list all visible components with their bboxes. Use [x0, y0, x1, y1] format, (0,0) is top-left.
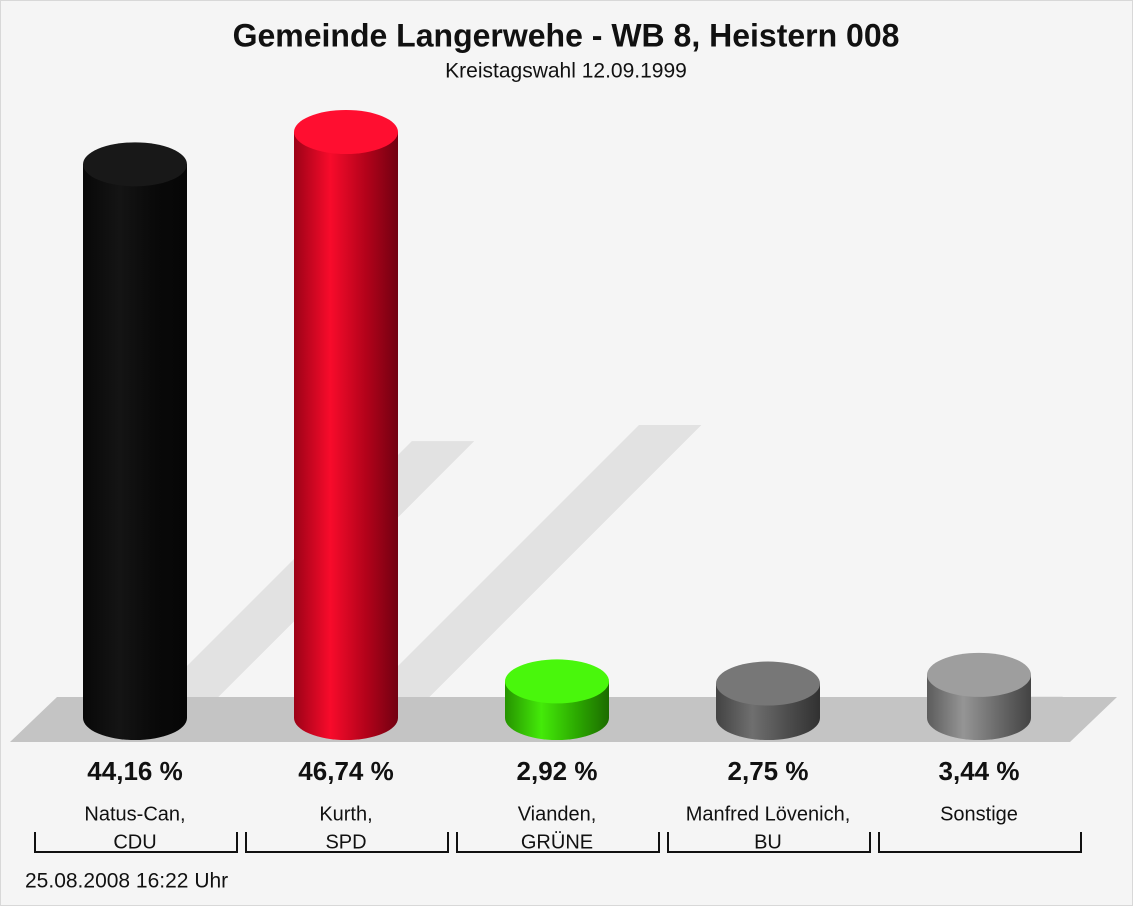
- category-label: BU: [754, 831, 782, 853]
- category-label: CDU: [113, 831, 156, 853]
- bar-shadow: [346, 425, 702, 718]
- bar: [83, 164, 187, 718]
- chart-subtitle: Kreistagswahl 12.09.1999: [445, 60, 687, 83]
- value-label: 46,74 %: [298, 756, 393, 786]
- bar-cap: [716, 661, 820, 706]
- category-label: Vianden,: [518, 803, 597, 825]
- category-bracket: [34, 832, 238, 853]
- value-label: 2,75 %: [728, 756, 809, 786]
- chart-title: Gemeinde Langerwehe - WB 8, Heistern 008: [233, 17, 900, 53]
- bar-cap: [505, 659, 609, 704]
- category-bracket: [456, 832, 660, 853]
- category-label: GRÜNE: [521, 831, 593, 853]
- value-label: 3,44 %: [939, 756, 1020, 786]
- category-bracket: [667, 832, 871, 853]
- bar: [294, 132, 398, 718]
- bar-cap: [927, 652, 1031, 697]
- value-label: 44,16 %: [87, 756, 182, 786]
- category-label: SPD: [325, 831, 366, 853]
- category-label: Kurth,: [319, 803, 372, 825]
- bar-cap: [294, 110, 398, 154]
- bar-cap: [83, 142, 187, 187]
- value-label: 2,92 %: [517, 756, 598, 786]
- category-label: Sonstige: [940, 803, 1018, 825]
- category-label: Natus-Can,: [84, 803, 185, 825]
- footer: 25.08.2008 16:22 Uhr: [25, 870, 228, 893]
- category-bracket: [878, 832, 1082, 853]
- category-bracket: [245, 832, 449, 853]
- category-label: Manfred Lövenich,: [686, 803, 851, 825]
